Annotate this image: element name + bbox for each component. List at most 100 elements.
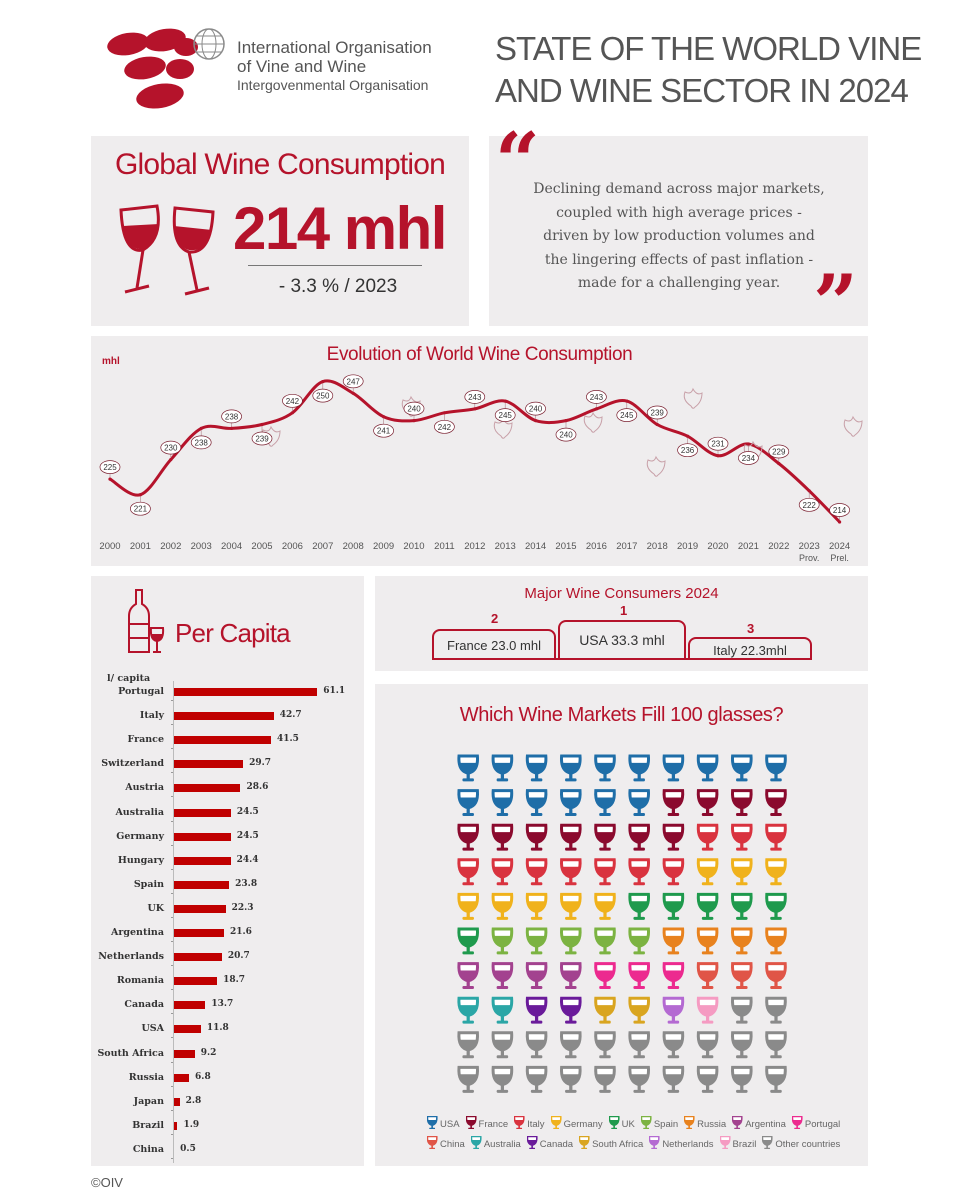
axis-tick — [171, 965, 174, 967]
axis-tick — [171, 1085, 174, 1087]
data-label-bubble — [312, 388, 334, 403]
data-point — [321, 380, 325, 384]
podium-country-1: USA — [579, 632, 608, 648]
major-consumers-panel: Major Wine Consumers 2024 2 France 23.0 … — [375, 576, 868, 671]
data-label: 239 — [651, 409, 665, 418]
wine-glass-icon — [457, 927, 480, 955]
open-quote-icon: “ — [495, 116, 540, 207]
wine-glass-icon — [594, 927, 616, 955]
wine-glass-icon — [719, 1136, 731, 1149]
per-capita-unit: l/ capita — [107, 673, 151, 684]
data-point — [382, 415, 386, 419]
wine-glass-icon — [696, 996, 719, 1024]
legend-item: France — [465, 1116, 508, 1134]
data-label-bubble — [798, 497, 820, 512]
wine-glass-icon — [470, 1136, 482, 1149]
per-capita-value-label: 24.4 — [236, 854, 259, 865]
legend-item: UK — [608, 1116, 635, 1134]
wine-glass-icon — [594, 1031, 616, 1059]
wine-glass-icon — [730, 1065, 753, 1093]
per-capita-value-label: 20.7 — [227, 951, 250, 962]
x-tick-sublabel: Prov. — [799, 553, 819, 563]
axis-tick — [171, 892, 174, 894]
data-label-bubble — [221, 409, 242, 424]
wine-glass-icon — [730, 789, 753, 817]
wine-glass-icon — [427, 1136, 438, 1149]
podium-value-1: 33.3 mhl — [611, 632, 665, 648]
per-capita-bar — [173, 929, 224, 937]
vine-leaf-icon — [493, 417, 513, 439]
per-capita-category-label: Romania — [116, 975, 164, 987]
x-tick-label: 2004 — [221, 541, 242, 552]
axis-tick — [171, 700, 174, 701]
wine-glass-icon — [526, 1136, 538, 1149]
x-tick-label: 2008 — [343, 541, 364, 552]
per-capita-value-label: 2.8 — [185, 1095, 202, 1106]
legend-glass-icon — [470, 1136, 482, 1149]
x-tick-label: 2001 — [130, 541, 151, 552]
page-title-line1: STATE OF THE WORLD VINE — [495, 30, 922, 67]
data-label-bubble — [494, 408, 516, 422]
wine-glass-icon — [427, 1116, 438, 1129]
wine-glass-icon — [730, 892, 753, 920]
wine-glass-icon — [730, 962, 753, 990]
wine-glass-icon — [457, 1065, 480, 1093]
per-capita-category-label: Japan — [133, 1095, 164, 1107]
axis-tick — [171, 868, 174, 870]
data-label-bubble — [525, 401, 546, 416]
wine-glass-icon — [559, 962, 582, 990]
glasses-pictogram — [457, 754, 787, 1093]
wine-glass-icon — [525, 754, 548, 782]
legend-glass-icon — [791, 1116, 803, 1129]
x-tick-label: 2022 — [768, 541, 789, 552]
per-capita-bar — [173, 832, 231, 841]
data-point — [138, 493, 142, 497]
wine-glass-icon — [491, 754, 514, 782]
data-label: 241 — [377, 427, 391, 436]
legend-item: South Africa — [579, 1136, 643, 1154]
legend-item: Netherlands — [649, 1136, 714, 1154]
per-capita-category-label: Germany — [116, 830, 164, 842]
org-name-line3: Intergovenmental Organisation — [237, 77, 429, 93]
data-label: 243 — [590, 393, 604, 402]
wine-glass-icon — [559, 1031, 582, 1059]
data-point — [838, 520, 842, 524]
data-label: 245 — [499, 411, 513, 420]
glasses-panel: Which Wine Markets Fill 100 glasses? USA… — [375, 684, 868, 1166]
x-tick-label: 2016 — [586, 541, 607, 552]
data-label: 243 — [468, 393, 482, 402]
wine-glass-icon — [696, 962, 719, 990]
x-tick-label: 2021 — [738, 541, 759, 552]
legend-glass-icon — [732, 1116, 743, 1129]
per-capita-value-label: 29.7 — [249, 758, 271, 769]
wine-glass-icon — [662, 927, 685, 955]
podium-step-2: France 23.0 mhl — [432, 629, 556, 659]
per-capita-value-label: 18.7 — [223, 975, 246, 986]
wine-glass-icon — [559, 927, 582, 955]
legend-label: Russia — [697, 1119, 727, 1130]
wine-glass-icon — [765, 996, 787, 1024]
x-tick-label: 2023 — [799, 541, 820, 552]
legend-glass-icon — [684, 1116, 695, 1129]
per-capita-category-label: France — [127, 734, 164, 746]
wine-glass-icon — [594, 858, 616, 886]
close-quote-icon: ” — [813, 258, 858, 349]
data-label: 229 — [772, 448, 786, 457]
data-label: 250 — [316, 392, 330, 401]
wine-glass-icon — [608, 1116, 620, 1129]
per-capita-bar — [173, 760, 244, 769]
wine-glass-icon — [525, 892, 548, 920]
per-capita-bar — [173, 712, 274, 721]
legend-item: Argentina — [732, 1116, 786, 1134]
legend-label: Argentina — [745, 1119, 786, 1130]
axis-tick — [171, 1061, 174, 1063]
wine-glass-icon — [765, 892, 787, 920]
global-consumption-panel: Global Wine Consumption 214 mhl - 3.3 % … — [91, 136, 469, 326]
data-label-bubble — [555, 427, 577, 442]
axis-tick — [171, 1157, 174, 1159]
quote-line: Declining demand across major markets, — [533, 181, 825, 197]
data-label-bubble — [677, 443, 698, 458]
value-divider — [248, 265, 422, 266]
legend-glass-icon — [550, 1116, 562, 1129]
evolution-panel: Evolution of World Wine Consumption mhl … — [91, 336, 868, 566]
